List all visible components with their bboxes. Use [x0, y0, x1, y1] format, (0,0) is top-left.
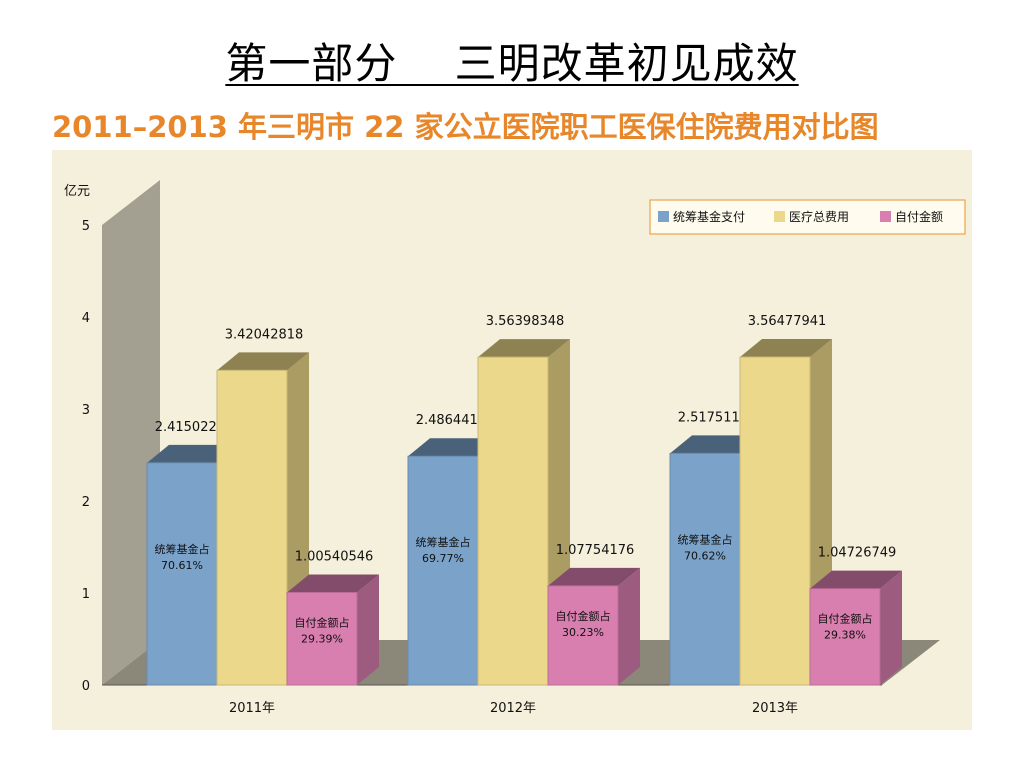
bar: [669, 452, 741, 686]
y-tick-label: 0: [82, 679, 90, 694]
bar-side: [618, 567, 640, 685]
bar-top: [740, 339, 832, 358]
bar-top: [217, 352, 309, 371]
data-label: 1.04726749: [818, 546, 897, 561]
slide-title: 第一部分 三明改革初见成效: [225, 39, 799, 88]
data-label: 3.56477941: [748, 314, 827, 329]
y-tick-label: 4: [82, 311, 90, 326]
x-tick-label: 2011年: [229, 701, 275, 716]
legend-swatch: [880, 211, 891, 222]
bar-top: [478, 339, 570, 358]
data-label: 2.51751192: [678, 410, 757, 425]
bar: [739, 356, 811, 686]
legend-swatch: [774, 211, 785, 222]
legend-swatch: [658, 211, 669, 222]
bar-inner-label: 自付金额占: [295, 616, 350, 630]
bar-inner-percent: 30.23%: [562, 626, 604, 639]
x-tick-label: 2012年: [490, 701, 536, 716]
y-tick-label: 3: [82, 403, 90, 418]
bar-top: [548, 567, 640, 586]
bar-inner-label: 统筹基金占: [155, 542, 210, 556]
bar-inner-percent: 70.62%: [684, 549, 726, 562]
bar-top: [408, 438, 500, 457]
data-label: 3.56398348: [486, 314, 565, 329]
data-label: 1.07754176: [556, 543, 635, 558]
bar: [477, 356, 549, 686]
bar: [547, 585, 619, 686]
y-tick-label: 2: [82, 495, 90, 510]
data-label: 2.41502272: [155, 420, 234, 435]
legend-label: 医疗总费用: [789, 210, 849, 224]
bar: [146, 462, 218, 686]
x-tick-label: 2013年: [752, 701, 798, 716]
bar-top: [670, 435, 762, 454]
bar: [216, 369, 288, 686]
data-label: 1.00540546: [295, 550, 374, 565]
legend-label: 统筹基金支付: [673, 209, 745, 224]
legend-box: [649, 199, 966, 235]
chart-panel: 亿元 0 1 2 3 4 5 2.41502272 统筹基金占 70.61% 3.42042818 1…: [52, 150, 972, 730]
side-wall: [102, 180, 160, 685]
bar: [407, 455, 479, 686]
data-label: 3.42042818: [225, 327, 304, 342]
bar-inner-percent: 29.38%: [824, 629, 866, 642]
legend: 统筹基金支付 医疗总费用 自付金额: [649, 199, 966, 235]
bar-inner-label: 自付金额占: [556, 609, 611, 623]
bar: [286, 592, 358, 686]
bar-top: [287, 574, 379, 593]
bar-side: [880, 570, 902, 685]
bar-side: [357, 574, 379, 685]
y-axis-unit: 亿元: [64, 184, 90, 199]
bar-top: [147, 444, 239, 463]
legend-label: 自付金额: [895, 209, 943, 224]
bar: [809, 588, 881, 686]
y-tick-label: 1: [82, 587, 90, 602]
bar-inner-percent: 69.77%: [422, 552, 464, 565]
bar-chart: 亿元 0 1 2 3 4 5 2.41502272 统筹基金占 70.61% 3.42042818 1…: [64, 180, 966, 716]
bar-top: [810, 570, 902, 589]
bar-inner-label: 统筹基金占: [416, 535, 471, 549]
bar-inner-label: 统筹基金占: [678, 532, 733, 546]
bar-inner-percent: 29.39%: [301, 633, 343, 646]
bar-inner-label: 自付金额占: [818, 612, 873, 626]
y-tick-label: 5: [82, 219, 90, 234]
data-label: 2.48644172: [416, 413, 495, 428]
bar-inner-percent: 70.61%: [161, 559, 203, 572]
chart-title: 2011–2013 年三明市 22 家公立医院职工医保住院费用对比图: [52, 110, 879, 144]
